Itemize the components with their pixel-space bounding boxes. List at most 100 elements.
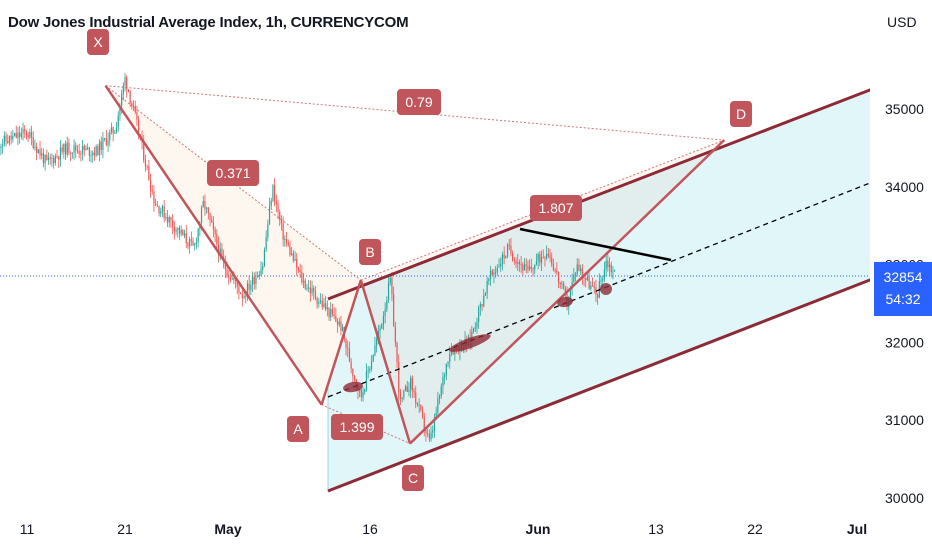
candle: [64, 140, 67, 160]
candle: [323, 297, 325, 309]
candle: [479, 301, 481, 316]
candle: [97, 144, 99, 156]
candle: [518, 259, 521, 272]
candle: [180, 225, 182, 237]
candle: [396, 341, 398, 369]
candle: [41, 147, 43, 160]
candle: [85, 145, 87, 151]
candle: [185, 225, 187, 248]
pattern-leg-bc: [359, 279, 412, 444]
candle: [515, 257, 517, 269]
candle: [311, 280, 313, 297]
candle: [19, 125, 21, 144]
candle: [593, 281, 595, 294]
channel-lower-line: [327, 278, 870, 493]
candle: [160, 207, 162, 218]
y-tick-label: 31000: [885, 412, 924, 428]
candle: [175, 227, 177, 236]
candle: [80, 150, 82, 162]
candle: [607, 254, 609, 272]
candle: [206, 206, 208, 214]
candle: [338, 317, 340, 328]
candle: [272, 183, 274, 203]
candle: [529, 259, 531, 272]
channel-upper-line: [327, 88, 870, 301]
candle: [29, 128, 31, 140]
candle: [253, 272, 255, 290]
candle: [364, 388, 366, 395]
svg-text:0.371: 0.371: [215, 165, 250, 181]
candle: [197, 227, 199, 248]
candle: [381, 322, 383, 330]
candle: [404, 384, 407, 392]
candle: [37, 149, 39, 154]
candle: [374, 336, 376, 357]
candle: [49, 153, 51, 165]
candle: [367, 365, 369, 379]
candle: [576, 258, 578, 277]
candle: [421, 406, 424, 419]
candle: [71, 152, 73, 159]
candle: [68, 138, 70, 156]
candle: [612, 266, 614, 280]
candle: [433, 413, 436, 438]
candle: [447, 361, 449, 368]
candle: [189, 236, 191, 254]
candle: [330, 302, 332, 322]
candle: [258, 270, 260, 280]
candle: [496, 264, 498, 277]
candle: [279, 209, 281, 226]
candle: [544, 255, 546, 267]
candle: [134, 100, 136, 115]
candle: [47, 152, 50, 165]
candle: [574, 272, 577, 282]
candle: [537, 252, 539, 270]
candle: [190, 231, 192, 246]
candle: [296, 253, 298, 276]
candle: [571, 273, 573, 296]
candle: [115, 121, 118, 134]
candle: [32, 131, 34, 150]
candle: [240, 292, 242, 295]
ratio-label-0: 0.79: [397, 89, 441, 115]
candle: [301, 265, 303, 285]
candle: [143, 134, 145, 163]
candle: [309, 280, 311, 302]
candle: [546, 245, 548, 261]
candle: [122, 82, 124, 101]
point-label-d: D: [730, 101, 752, 127]
candle: [318, 297, 320, 308]
candle: [321, 294, 323, 310]
candle: [554, 267, 556, 274]
candle: [124, 72, 126, 92]
candle: [586, 272, 589, 281]
candle: [306, 284, 308, 292]
candle: [153, 185, 155, 212]
candle: [590, 281, 592, 292]
candle: [214, 226, 216, 242]
candle: [144, 154, 147, 172]
ratio-line-xd: [105, 85, 725, 141]
candle: [522, 262, 524, 276]
candle: [173, 221, 175, 240]
candle: [132, 100, 135, 112]
candle: [287, 239, 289, 247]
candle: [547, 247, 549, 259]
candle: [151, 185, 153, 195]
candle: [308, 280, 310, 293]
candle: [27, 132, 29, 142]
candle: [394, 321, 396, 348]
candle: [172, 214, 174, 235]
candle: [369, 366, 371, 374]
candle: [427, 428, 429, 438]
candle: [110, 122, 113, 135]
candle: [411, 375, 413, 399]
candle: [216, 229, 218, 249]
point-label-a: A: [287, 416, 309, 442]
candle: [415, 385, 417, 409]
x-tick-label: 22: [747, 521, 763, 537]
candle: [0, 143, 2, 156]
candle: [542, 249, 544, 259]
candle: [263, 247, 266, 268]
